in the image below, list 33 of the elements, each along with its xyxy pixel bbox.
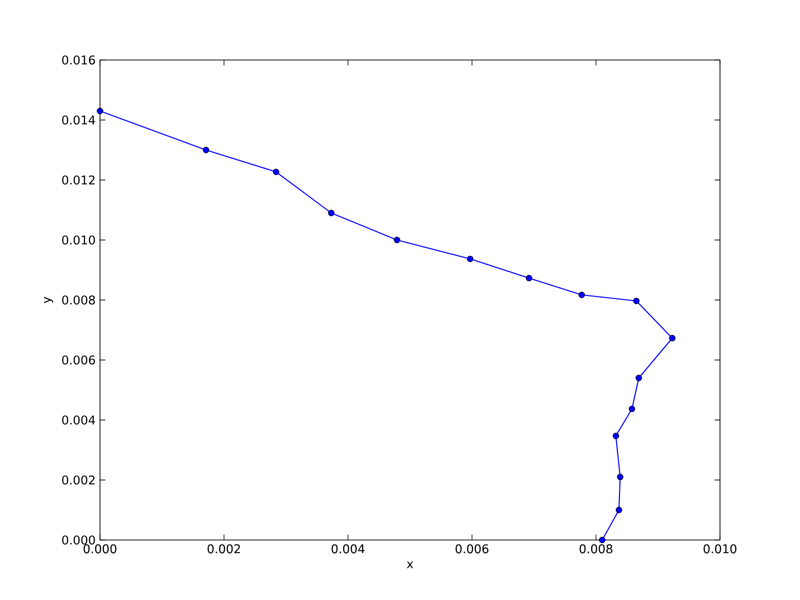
- y-tick-label: 0.006: [62, 355, 95, 365]
- x-tick-label: 0.008: [580, 544, 612, 554]
- point: [599, 536, 606, 544]
- point: [202, 146, 210, 154]
- point: [272, 168, 280, 176]
- y-tick-label: 0.012: [62, 175, 95, 185]
- point: [628, 406, 636, 412]
- point: [616, 506, 622, 514]
- point: [466, 256, 474, 262]
- point: [669, 334, 676, 342]
- x-tick-label: 0.010: [704, 544, 736, 554]
- point: [578, 292, 585, 298]
- y-tick-label: 0.014: [62, 115, 96, 125]
- x-tick-label: 0.006: [456, 544, 488, 554]
- point: [616, 474, 624, 480]
- point: [612, 432, 620, 440]
- x-tick-label: 0.000: [84, 544, 116, 554]
- y-tick-label: 0.008: [62, 295, 95, 305]
- x-axis-title: x: [406, 562, 414, 568]
- point: [394, 236, 400, 244]
- x-tick-label: 0.002: [208, 544, 240, 554]
- point: [636, 374, 642, 382]
- y-tick-label: 0.016: [62, 55, 95, 65]
- point: [328, 210, 334, 216]
- y-tick-label: 0.010: [62, 235, 95, 245]
- y-tick-label: 0.004: [62, 415, 96, 425]
- y-tick-label: 0.000: [62, 535, 95, 545]
- point: [633, 298, 640, 304]
- y-axis-title: y: [44, 296, 54, 304]
- point: [526, 274, 532, 282]
- point: [96, 108, 104, 114]
- y-tick-label: 0.002: [62, 475, 95, 485]
- x-tick-label: 0.004: [332, 544, 364, 554]
